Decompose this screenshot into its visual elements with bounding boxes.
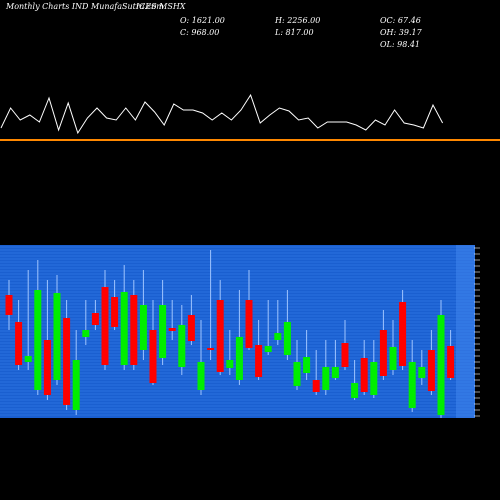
candle-body (63, 318, 71, 405)
candle-body (235, 337, 243, 380)
candle-body (399, 302, 407, 366)
candle-body (139, 305, 147, 350)
candle-body (5, 295, 13, 315)
candle-body (187, 315, 195, 341)
candle-body (322, 367, 330, 390)
candle-body (72, 360, 80, 410)
candle-body (82, 330, 90, 337)
candle-body (427, 350, 435, 391)
candle-body (283, 322, 291, 355)
stat: O: 1621.00 (180, 16, 225, 25)
candle-body (159, 305, 167, 358)
candle-body (447, 346, 455, 378)
candle-body (34, 290, 42, 390)
candle-body (351, 383, 359, 398)
candle-body (216, 300, 224, 372)
candle-body (408, 362, 416, 408)
site-label: Monthly Charts IND MunafaSutra.com (5, 2, 164, 11)
candle-body (24, 356, 32, 362)
candle-body (264, 346, 272, 352)
candle-body (245, 300, 253, 348)
candle-body (168, 328, 176, 331)
candle-body (379, 330, 387, 376)
candle-body (207, 348, 215, 350)
candle-body (331, 367, 339, 378)
candle-body (437, 315, 445, 415)
candle-body (255, 345, 263, 377)
line (0, 93, 444, 135)
candle-body (226, 360, 234, 368)
stat: OH: 39.17 (380, 28, 423, 37)
candle-body (341, 343, 349, 367)
candle-body (101, 287, 109, 365)
candle-body (360, 358, 368, 392)
candle-body (91, 313, 99, 325)
band-edge (456, 245, 475, 418)
candle-body (149, 330, 157, 383)
candle-body (274, 333, 282, 340)
candle-body (370, 362, 378, 395)
stat: OC: 67.46 (380, 16, 421, 25)
candle-body (15, 322, 23, 365)
candle-body (120, 292, 128, 365)
candle-body (43, 340, 51, 395)
stat: H: 2256.00 (274, 16, 320, 25)
candle-body (197, 362, 205, 390)
symbol-label: ICES MSHX (135, 2, 186, 11)
candle-body (312, 380, 320, 392)
candle-body (293, 362, 301, 386)
stat: L: 817.00 (274, 28, 314, 37)
candle-body (178, 325, 186, 367)
candle-body (111, 297, 119, 327)
candle-body (53, 293, 61, 380)
candle-body (130, 295, 138, 365)
candle-body (303, 357, 311, 373)
stat: C: 968.00 (180, 28, 219, 37)
stat: OL: 98.41 (380, 40, 420, 49)
candle-body (418, 367, 426, 378)
candle-body (389, 347, 397, 370)
